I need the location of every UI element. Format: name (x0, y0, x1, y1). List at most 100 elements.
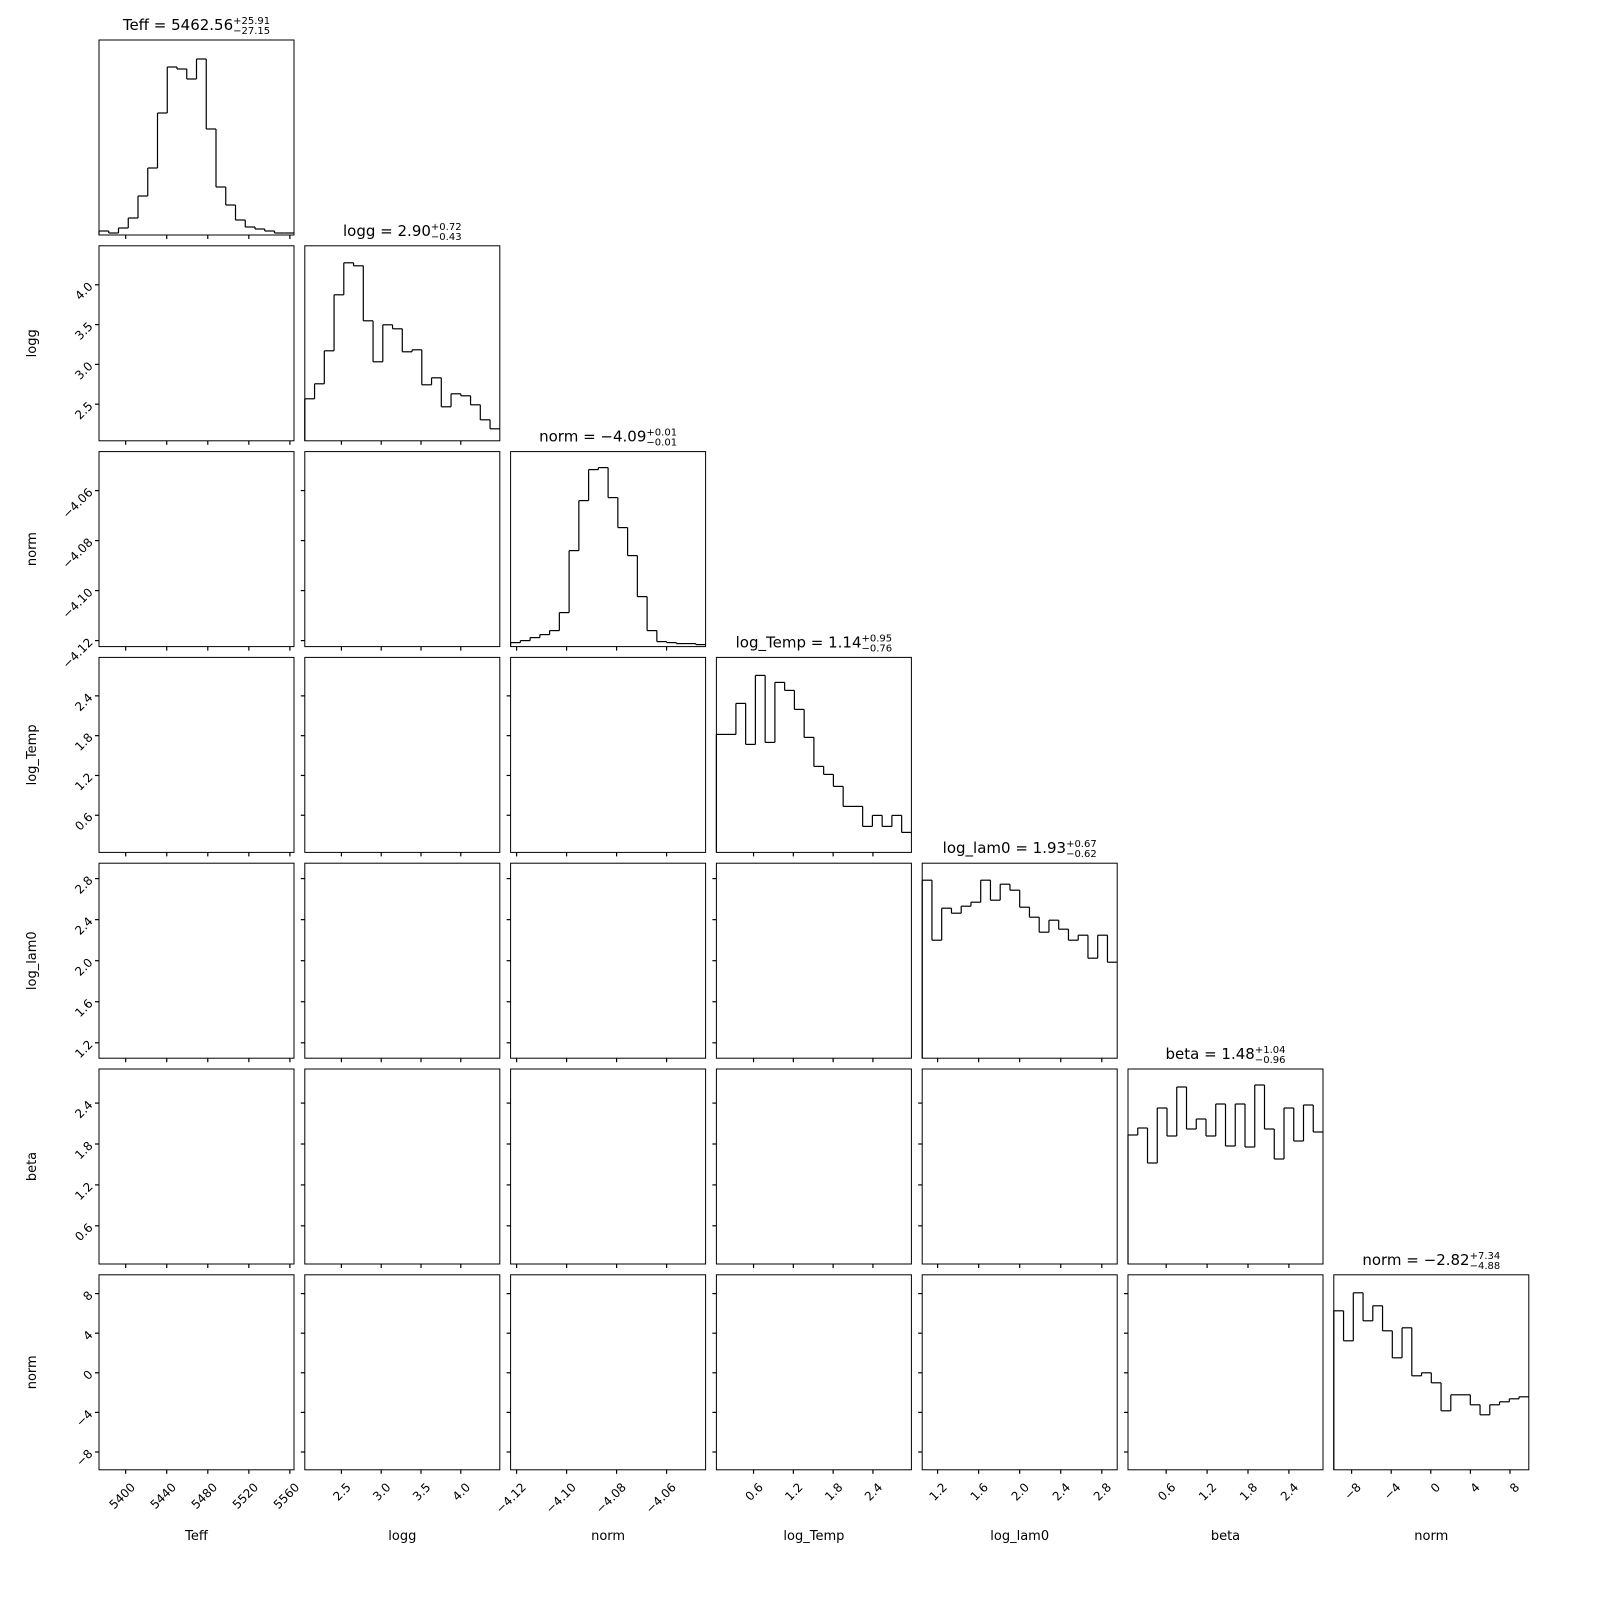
x-axis-label: log_Temp (783, 1529, 844, 1544)
title-text: beta = 1.48 (1166, 1045, 1255, 1063)
title-plus: +1.04 (1255, 1045, 1286, 1056)
title-minus: −0.62 (1066, 849, 1097, 860)
x-tick-label: 2.8 (1091, 1480, 1114, 1503)
y-tick-label: 2.4 (72, 691, 95, 714)
title-plus: +0.72 (431, 222, 462, 233)
y-tick-label: −4.10 (60, 585, 96, 621)
x-tick-label: −8 (1342, 1480, 1364, 1502)
y-tick-label: 1.8 (72, 1139, 95, 1162)
title-text: log_lam0 = 1.93 (943, 839, 1066, 858)
title-minus: −0.76 (862, 643, 893, 654)
y-tick-label: 2.5 (72, 399, 95, 422)
panel-frame (921, 1274, 1118, 1471)
panel-title: beta = 1.48+1.04 −0.96 (1166, 1045, 1286, 1066)
panel-frame (98, 862, 295, 1059)
panel-frame (510, 656, 707, 853)
title-text: logg = 2.90 (343, 222, 431, 240)
y-axis-label: beta (25, 1152, 40, 1181)
x-axis-label: Teff (184, 1529, 209, 1544)
x-tick-label: 5440 (148, 1480, 179, 1511)
panel-frame (98, 656, 295, 853)
y-tick-label: −4 (73, 1407, 95, 1429)
y-tick-label: 3.0 (72, 359, 95, 382)
y-tick-label: 4 (80, 1328, 95, 1343)
y-tick-label: −8 (73, 1447, 95, 1469)
y-tick-label: 2.0 (72, 955, 95, 978)
title-minus: −0.43 (431, 232, 462, 243)
y-tick-label: −4.08 (60, 535, 96, 571)
x-tick-label: 2.4 (862, 1480, 885, 1503)
panel-title: norm = −2.82+7.34 −4.88 (1362, 1251, 1500, 1272)
y-tick-label: 3.5 (72, 319, 95, 342)
x-axis-label: norm (1414, 1529, 1448, 1544)
title-plus: +0.67 (1066, 839, 1097, 850)
title-plus: +25.91 (233, 16, 270, 27)
title-minus: −0.01 (646, 438, 677, 449)
x-tick-label: 1.8 (822, 1480, 845, 1503)
x-tick-label: 0.6 (1155, 1480, 1178, 1503)
y-tick-label: 1.8 (72, 730, 95, 753)
panel-frame (98, 1274, 295, 1471)
x-tick-label: 5520 (230, 1480, 261, 1511)
x-tick-label: 3.0 (370, 1480, 393, 1503)
x-tick-label: 0.6 (742, 1480, 765, 1503)
title-text: norm = −4.09 (539, 428, 646, 446)
panel-frame (510, 1274, 707, 1471)
x-tick-label: 2.0 (1009, 1480, 1032, 1503)
x-axis-label: logg (388, 1529, 416, 1544)
title-minus: −4.88 (1470, 1261, 1501, 1272)
panel-frame (921, 1068, 1118, 1265)
x-tick-label: 1.2 (782, 1480, 805, 1503)
panel-frame (98, 245, 295, 442)
x-tick-label: 1.2 (927, 1480, 950, 1503)
y-axis-label: logg (25, 329, 40, 357)
panel-frame (304, 1274, 501, 1471)
y-tick-label: 1.2 (72, 770, 95, 793)
x-tick-label: 1.6 (968, 1480, 991, 1503)
y-axis-label: log_lam0 (25, 931, 40, 990)
panel-frame (304, 1068, 501, 1265)
title-text: Teff = 5462.56 (122, 16, 233, 34)
panel-frame (304, 656, 501, 853)
y-tick-label: 2.4 (72, 914, 95, 937)
y-tick-label: 0.6 (72, 1221, 95, 1244)
title-minus: −27.15 (233, 26, 270, 37)
y-tick-label: 0 (80, 1367, 95, 1382)
x-tick-label: 4 (1467, 1480, 1482, 1495)
panel-frame (510, 1068, 707, 1265)
panel-title: Teff = 5462.56+25.91 −27.15 (122, 16, 270, 37)
x-tick-label: 2.4 (1050, 1480, 1073, 1503)
title-plus: +0.01 (646, 428, 677, 439)
x-tick-label: 5560 (271, 1480, 302, 1511)
y-tick-label: 2.4 (72, 1098, 95, 1121)
x-tick-label: 5480 (189, 1480, 220, 1511)
x-axis-label: norm (591, 1529, 625, 1544)
title-plus: +7.34 (1470, 1251, 1501, 1262)
x-tick-label: 0 (1428, 1480, 1443, 1495)
y-tick-label: 0.6 (72, 810, 95, 833)
panel-frame (715, 1274, 912, 1471)
panel-title: logg = 2.90+0.72 −0.43 (343, 222, 462, 243)
panel-frame (98, 1068, 295, 1265)
title-minus: −0.96 (1255, 1055, 1286, 1066)
panel-frame (1127, 1274, 1324, 1471)
x-tick-label: −4.12 (493, 1480, 529, 1516)
panel-title: norm = −4.09+0.01 −0.01 (539, 428, 677, 449)
panel-title: log_Temp = 1.14+0.95 −0.76 (736, 633, 893, 654)
y-axis-label: norm (25, 532, 40, 566)
x-tick-label: −4.06 (643, 1480, 679, 1516)
x-tick-label: 2.5 (330, 1480, 353, 1503)
x-tick-label: 1.2 (1196, 1480, 1219, 1503)
x-tick-label: 8 (1507, 1480, 1522, 1495)
x-tick-label: −4.10 (543, 1480, 579, 1516)
x-tick-label: −4 (1381, 1480, 1403, 1502)
title-plus: +0.95 (862, 633, 893, 644)
x-tick-label: 5400 (107, 1480, 138, 1511)
y-tick-label: 1.6 (72, 996, 95, 1019)
x-tick-label: 3.5 (410, 1480, 433, 1503)
panel-frame (304, 245, 501, 442)
title-text: log_Temp = 1.14 (736, 633, 862, 652)
x-tick-label: 2.4 (1278, 1480, 1301, 1503)
panel-frame (715, 1068, 912, 1265)
